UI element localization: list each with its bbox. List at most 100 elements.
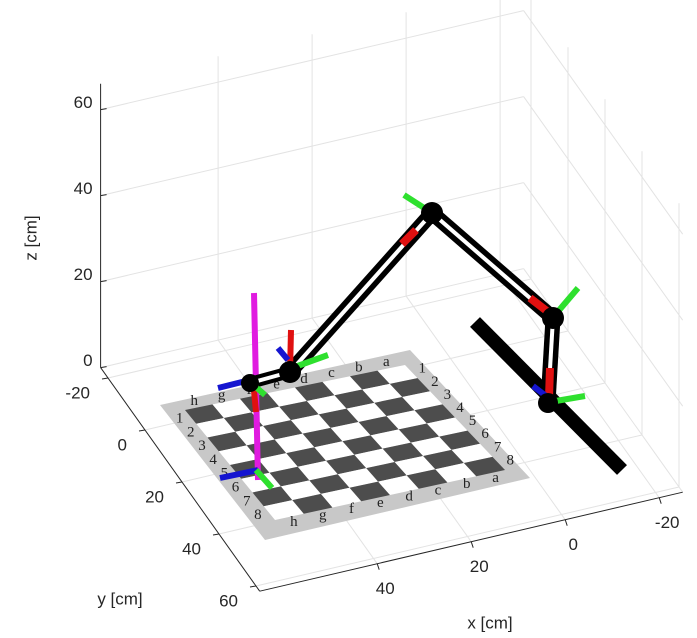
x-tick [376,563,380,570]
board-rank-label: 7 [243,493,251,509]
board-square [350,370,390,390]
y-tick-label: 60 [219,591,238,610]
board-file-label: a [383,354,390,370]
board-square [377,365,418,384]
board-file-label: g [218,388,226,404]
board-square [366,462,407,482]
board-square [258,453,298,473]
z-tick-label: 40 [74,179,93,198]
board-square [406,469,448,489]
board-square [240,393,280,413]
board-square [386,410,427,430]
board-file-label: c [435,482,442,498]
board-square [269,466,310,487]
y-tick [101,377,109,380]
frame-axis [219,467,259,481]
board-square [314,441,355,461]
board-square [330,421,371,442]
board-file-label: c [328,365,335,381]
y-tick-label: 20 [145,487,164,506]
board-square [354,448,395,469]
board-square [252,486,293,507]
board-rank-label: 6 [481,426,489,442]
grid-line [523,10,684,235]
z-tick [100,280,107,283]
board-file-label: b [355,360,363,376]
board-square [342,435,383,455]
board-rank-label: 4 [209,452,217,468]
board-square [426,417,468,437]
board-rank-label: 1 [419,361,427,377]
board-file-label: e [377,495,384,511]
x-tick [564,519,568,526]
joint [279,361,301,383]
grid-line [100,10,524,111]
board-file-label: d [405,489,413,505]
z-tick-label: 0 [83,351,92,370]
grid-line [499,273,660,498]
grid-line [100,182,524,283]
frame-axis [275,346,291,362]
chessboard: hhggffeeddccbbaa1122334455667788 [160,350,530,540]
board-square [263,420,303,440]
board-square [378,475,419,495]
z-tick [100,108,107,111]
board-square [263,500,304,520]
board-square [414,404,455,424]
board-rank-label: 8 [254,507,262,523]
joint [538,393,558,413]
board-square [358,416,399,436]
board-square [292,493,333,514]
board-square [346,402,387,422]
board-rank-label: 1 [176,411,184,427]
y-tick-label: -20 [65,383,90,402]
board-file-label: e [273,376,280,392]
y-axis-line [100,367,261,592]
x-axis-label: x [cm] [467,613,512,632]
board-file-label: a [492,470,499,486]
board-square [398,423,440,443]
board-square [318,408,359,428]
board-square [279,400,319,421]
board-square [389,378,430,398]
board-square [196,418,236,438]
axis-layer: -20 0 20 40 -20 0 20 40 60 0 20 40 60 [65,83,683,610]
frame-axis [253,468,275,490]
board-square [320,487,362,508]
board-rank-label: 5 [469,413,477,429]
z-tick-label: 60 [74,93,93,112]
joint [542,307,564,329]
board-file-label: b [463,476,471,492]
board-square [185,404,224,424]
y-tick [138,429,146,432]
board-square [297,460,338,481]
board-file-label: h [190,393,198,409]
board-rank-label: 2 [431,374,439,390]
board-square [370,429,411,449]
board-square [349,481,390,502]
y-tick [249,585,257,588]
board-square [439,430,480,450]
z-axis-label: z [cm] [21,215,40,260]
board-square [218,445,259,465]
board-square [374,397,415,417]
board-rank-label: 7 [494,439,502,455]
joint [241,374,259,392]
board-square [280,480,321,501]
board-square [334,389,375,409]
frame-axis [545,367,554,399]
board-square [286,447,327,467]
x-tick-label: 0 [568,535,577,554]
x-tick [658,497,662,504]
y-axis-label: y [cm] [97,589,142,608]
board-square [309,474,350,494]
z-tick [100,194,107,197]
board-file-label: f [349,501,354,517]
y-tick-label: 40 [182,539,201,558]
board-square [423,449,464,470]
y-tick [175,481,183,484]
board-square [326,454,367,475]
y-tick [212,533,220,536]
